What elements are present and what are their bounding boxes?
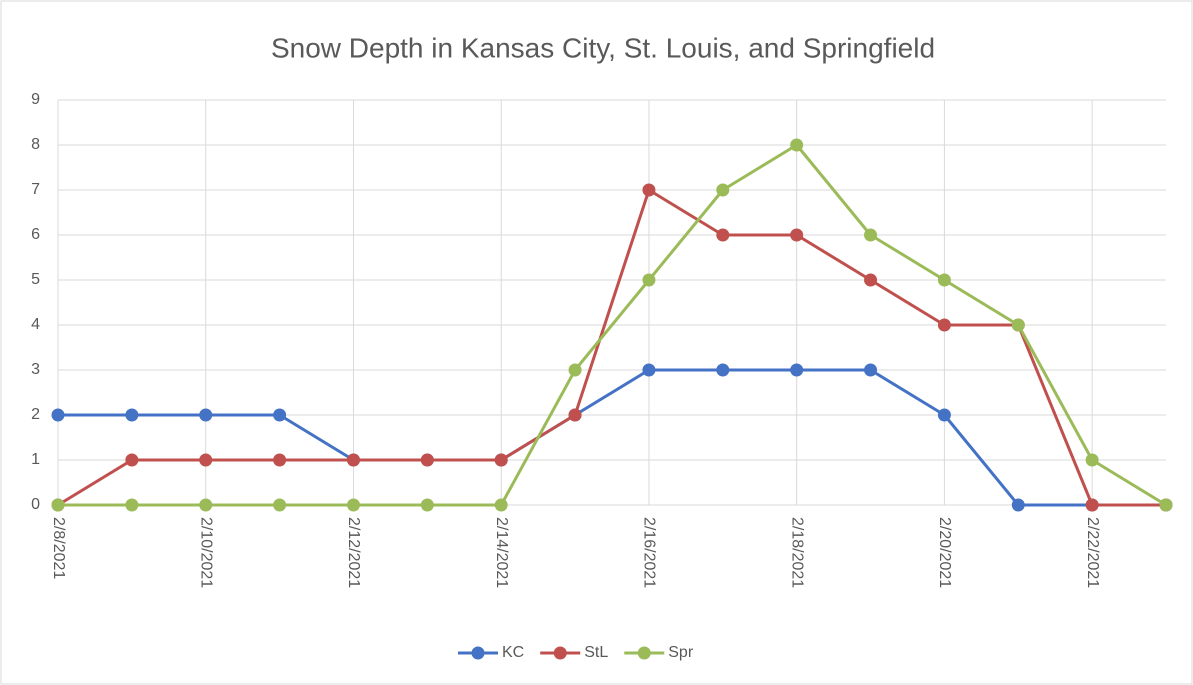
point: [346, 453, 360, 467]
series-line: [57, 188, 1166, 507]
point: [568, 363, 582, 377]
point: [199, 408, 213, 422]
point: [51, 408, 65, 422]
legend-label: Spr: [668, 644, 694, 661]
point: [642, 183, 656, 197]
point: [642, 273, 656, 287]
point: [420, 453, 434, 467]
point: [642, 363, 656, 377]
y-tick-label: 8: [31, 136, 40, 153]
point: [716, 183, 730, 197]
point: [494, 453, 508, 467]
y-tick-label: 4: [31, 316, 40, 333]
point: [937, 408, 951, 422]
y-tick-label: 5: [31, 271, 40, 288]
point: [937, 318, 951, 332]
x-tick-label: 2/22/2021: [1084, 517, 1101, 588]
point: [1159, 498, 1173, 512]
x-tick-label: 2/20/2021: [936, 517, 953, 588]
x-tick-label: 2/12/2021: [345, 517, 362, 588]
point: [199, 453, 213, 467]
y-tick-label: 1: [31, 451, 40, 468]
point: [273, 453, 287, 467]
legend-label: StL: [584, 644, 608, 661]
point: [273, 498, 287, 512]
point: [199, 498, 213, 512]
point: [420, 498, 434, 512]
point: [346, 498, 360, 512]
legend-label: KC: [502, 644, 524, 661]
legend-marker: [637, 646, 651, 660]
x-tick-label: 2/8/2021: [50, 517, 67, 579]
point: [125, 453, 139, 467]
legend-marker: [471, 646, 485, 660]
point: [494, 498, 508, 512]
y-tick-label: 3: [31, 361, 40, 378]
point: [568, 408, 582, 422]
y-tick-label: 6: [31, 226, 40, 243]
legend-marker: [553, 646, 567, 660]
point: [51, 498, 65, 512]
point: [790, 138, 804, 152]
y-tick-label: 2: [31, 406, 40, 423]
point: [790, 363, 804, 377]
point: [1085, 498, 1099, 512]
point: [1011, 498, 1025, 512]
series-line: [58, 368, 1166, 507]
point: [864, 228, 878, 242]
point: [125, 498, 139, 512]
y-tick-label: 9: [31, 91, 40, 108]
point: [937, 273, 951, 287]
point: [125, 408, 139, 422]
y-tick-label: 0: [31, 496, 40, 513]
x-tick-label: 2/16/2021: [641, 517, 658, 588]
point: [1085, 453, 1099, 467]
point: [716, 363, 730, 377]
point: [864, 363, 878, 377]
x-tick-label: 2/14/2021: [493, 517, 510, 588]
point: [716, 228, 730, 242]
point: [864, 273, 878, 287]
point: [790, 228, 804, 242]
point: [1011, 318, 1025, 332]
point: [273, 408, 287, 422]
y-tick-label: 7: [31, 181, 40, 198]
chart-title: Snow Depth in Kansas City, St. Louis, an…: [271, 32, 935, 63]
x-tick-label: 2/10/2021: [197, 517, 214, 588]
series-line: [58, 143, 1167, 507]
x-tick-label: 2/18/2021: [788, 517, 805, 588]
